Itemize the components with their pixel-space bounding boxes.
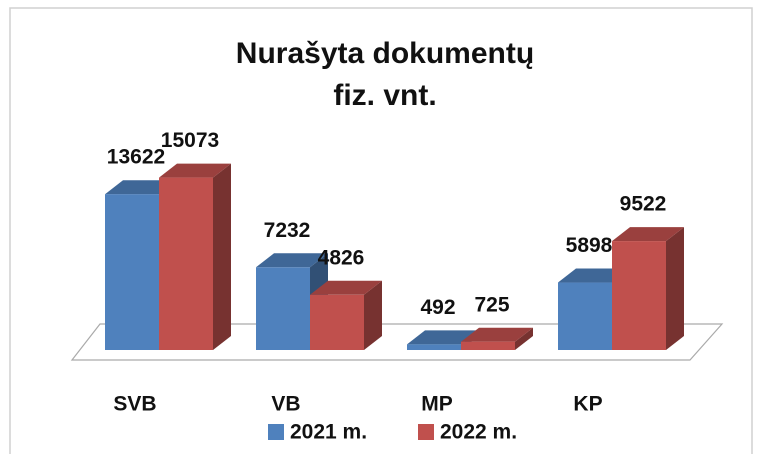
legend-label: 2022 m. [440, 421, 517, 444]
bar-top [461, 327, 533, 342]
bar-top [256, 253, 328, 268]
bar-side [666, 227, 684, 350]
chart-title: Nurašyta dokumentų [236, 37, 534, 70]
bar-top [310, 280, 382, 295]
bar [159, 177, 213, 350]
bar-side [364, 280, 382, 350]
chart-border [9, 7, 753, 454]
bar [407, 344, 461, 350]
x-tick-label: VB [271, 393, 300, 416]
bar-top [159, 163, 231, 178]
bar [105, 194, 159, 350]
bar [612, 241, 666, 350]
data-label: 492 [420, 296, 455, 319]
data-label: 7232 [264, 219, 311, 242]
bar-top [612, 227, 684, 242]
data-label: 9522 [620, 193, 667, 216]
x-tick-label: SVB [113, 393, 156, 416]
bar-side [213, 163, 231, 350]
legend-label: 2021 m. [290, 421, 367, 444]
data-label: 4826 [318, 246, 365, 269]
data-label: 725 [474, 293, 509, 316]
data-label: 15073 [161, 129, 219, 152]
legend-swatch [418, 424, 434, 440]
bar-side [515, 327, 533, 350]
data-label: 13622 [107, 146, 165, 169]
bar [558, 282, 612, 350]
x-tick-label: MP [421, 393, 453, 416]
bar [310, 294, 364, 350]
x-tick-label: KP [573, 393, 602, 416]
bar-top [407, 330, 479, 345]
legend-swatch [268, 424, 284, 440]
chart-title: fiz. vnt. [333, 79, 436, 112]
data-label: 5898 [566, 234, 613, 257]
bar [256, 267, 310, 350]
bar [461, 341, 515, 350]
